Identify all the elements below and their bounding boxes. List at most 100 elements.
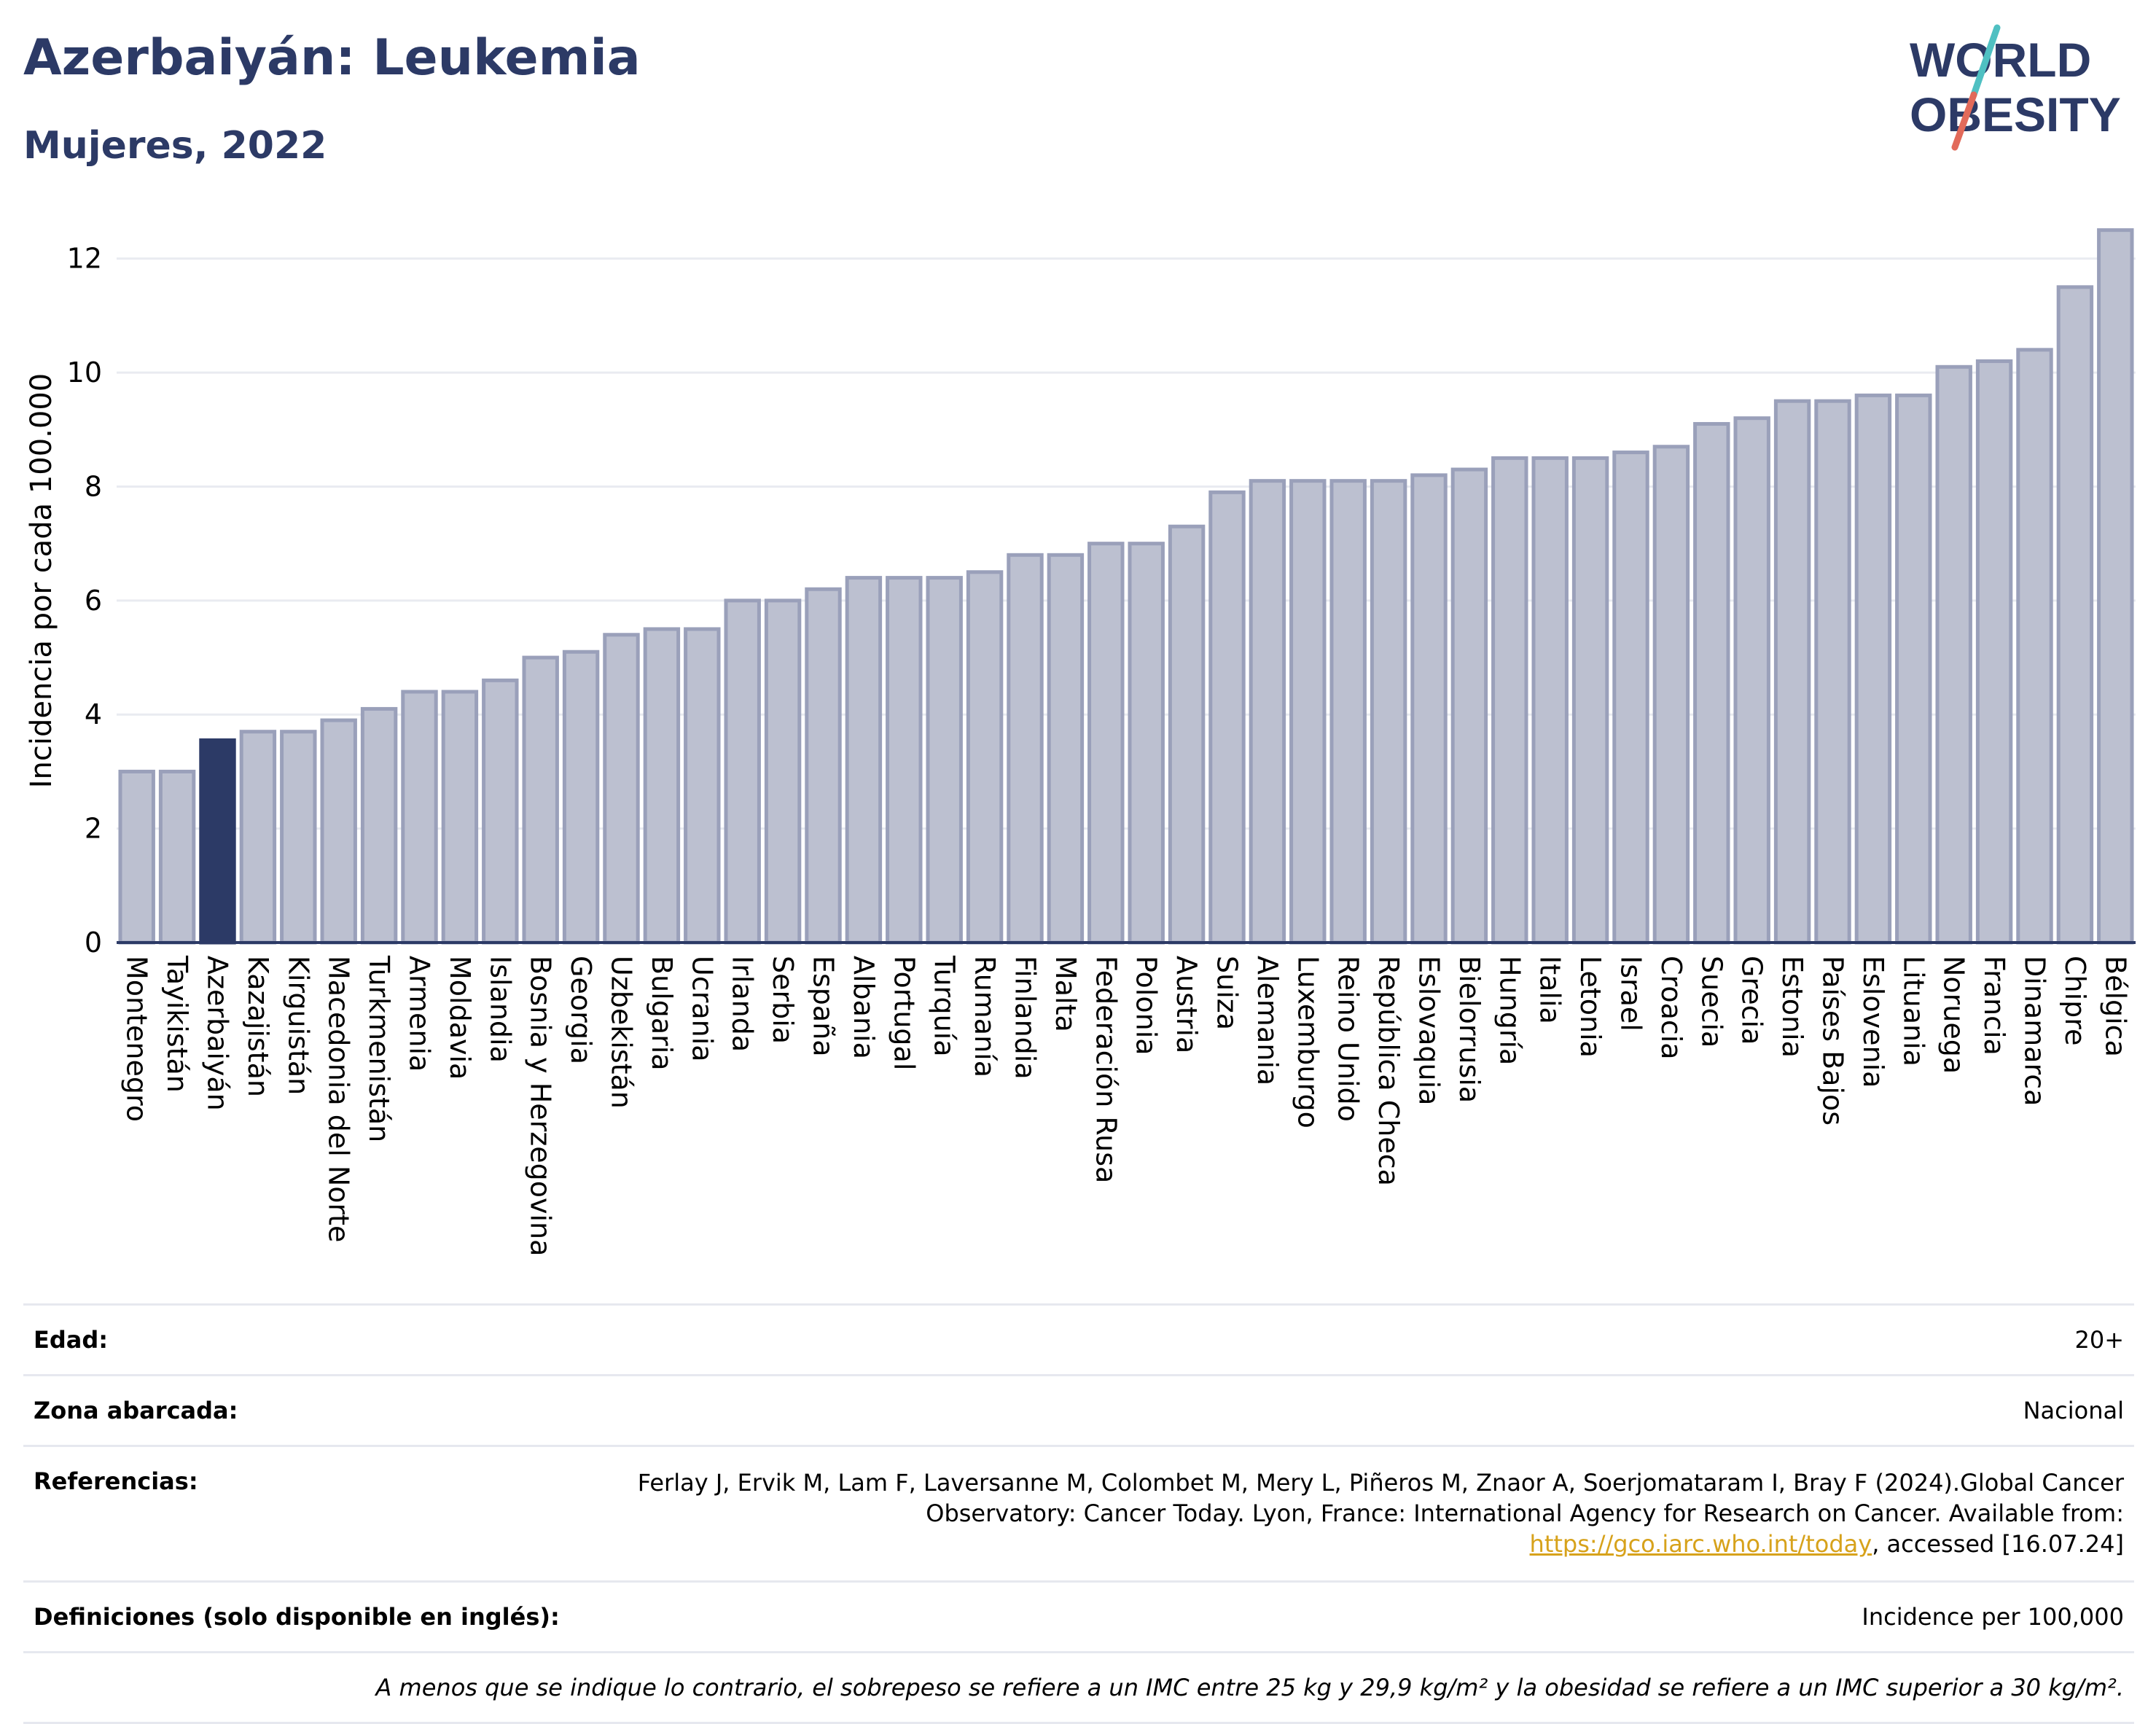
bar-francia: [1975, 359, 2013, 945]
age-value: 20+: [2074, 1326, 2124, 1354]
x-tick-label: Luxemburgo: [1292, 956, 1324, 1128]
bar-bielorrusia: [1450, 467, 1488, 945]
y-tick-label: 8: [85, 470, 102, 502]
bar-irlanda: [724, 598, 761, 945]
bar-azerbaiyán: [199, 738, 236, 945]
bar-georgia: [562, 650, 600, 945]
references-label: Referencias:: [34, 1467, 198, 1495]
x-tick-label: Bosnia y Herzegovina: [525, 956, 557, 1256]
details-row-age: Edad: 20+: [23, 1303, 2134, 1374]
x-tick-label: Kazajistán: [242, 956, 274, 1097]
x-tick-label: Israel: [1615, 956, 1647, 1031]
x-tick-label: Irlanda: [727, 956, 759, 1052]
x-tick-label: Suiza: [1211, 956, 1243, 1030]
bar-turquía: [926, 576, 963, 945]
x-tick-label: Grecia: [1736, 956, 1768, 1045]
bar-italia: [1531, 456, 1569, 945]
logo-obesity-text: OBESITY: [1910, 87, 2121, 141]
logo-world-text: WORLD: [1910, 33, 2091, 87]
x-tick-label: República Checa: [1372, 956, 1405, 1186]
x-tick-label: Alemania: [1251, 956, 1284, 1085]
x-tick-label: Países Bajos: [1817, 956, 1849, 1126]
x-tick-label: Portugal: [888, 956, 920, 1070]
bar-montenegro: [118, 769, 155, 945]
bar-dinamarca: [2016, 348, 2053, 945]
area-value: Nacional: [2023, 1397, 2124, 1424]
x-tick-label: Macedonia del Norte: [323, 956, 355, 1242]
bar-grecia: [1733, 416, 1770, 945]
bar-países-bajos: [1814, 399, 1851, 945]
details-row-references: Referencias: Ferlay J, Ervik M, Lam F, L…: [23, 1445, 2134, 1580]
bar-albania: [845, 576, 883, 945]
x-tick-label: Turkmenistán: [363, 955, 395, 1142]
x-tick-label: Bulgaria: [646, 956, 678, 1071]
x-tick-label: Turquía: [929, 955, 961, 1057]
references-text: Ferlay J, Ervik M, Lam F, Laversanne M, …: [637, 1469, 2124, 1528]
bar-tayikistán: [158, 769, 196, 945]
bar-chipre: [2056, 285, 2094, 945]
x-tick-label: Federación Rusa: [1090, 956, 1122, 1183]
x-tick-label: Armenia: [404, 956, 436, 1072]
bar-reino-unido: [1329, 479, 1367, 945]
chart-title: Azerbaiyán: Leukemia: [23, 29, 641, 87]
x-tick-label: Bélgica: [2099, 956, 2131, 1057]
bar-ucrania: [684, 627, 721, 945]
x-tick-label: Serbia: [767, 956, 799, 1044]
bar-austria: [1168, 524, 1206, 945]
bar-letonia: [1571, 456, 1609, 945]
bar-armenia: [401, 690, 438, 945]
references-link[interactable]: https://gco.iarc.who.int/today: [1529, 1530, 1872, 1559]
world-obesity-logo: WORLD OBESITY: [1910, 24, 2121, 151]
age-label: Edad:: [34, 1326, 109, 1354]
x-tick-label: Rumanía: [969, 956, 1001, 1077]
chart-subtitle: Mujeres, 2022: [23, 124, 327, 168]
bar-lituania: [1895, 393, 1932, 945]
x-tick-label: Reino Unido: [1332, 956, 1364, 1122]
x-tick-label: Bielorrusia: [1453, 956, 1485, 1103]
bar-moldavia: [441, 690, 479, 945]
x-tick-label: Chipre: [2059, 956, 2091, 1045]
bar-república-checa: [1370, 479, 1407, 945]
bar-suecia: [1693, 421, 1730, 945]
x-tick-label: Italia: [1534, 956, 1566, 1024]
x-tick-label: Kirguistán: [282, 956, 314, 1095]
bar-kazajistán: [239, 730, 277, 945]
x-tick-label: Uzbekistán: [606, 956, 638, 1109]
x-tick-label: Albania: [848, 956, 880, 1059]
y-axis-label: Incidencia por cada 100.000: [25, 373, 58, 789]
references-value: Ferlay J, Ervik M, Lam F, Laversanne M, …: [608, 1467, 2124, 1560]
y-tick-label: 4: [85, 698, 102, 730]
bar-malta: [1047, 553, 1085, 945]
x-tick-label: Tayikistán: [161, 955, 193, 1093]
x-tick-label: Malta: [1050, 956, 1082, 1032]
x-tick-label: Ucrania: [686, 956, 718, 1062]
x-tick-label: Islandia: [484, 956, 516, 1063]
bar-kirguistán: [280, 730, 317, 945]
x-tick-label: Croacia: [1655, 956, 1687, 1060]
bar-eslovaquia: [1410, 473, 1448, 945]
bar-serbia: [764, 598, 802, 945]
bar-islandia: [482, 678, 519, 945]
x-tick-label: Letonia: [1574, 956, 1606, 1058]
bars: [118, 228, 2134, 945]
bar-españa: [805, 587, 842, 945]
bar-israel: [1612, 450, 1649, 945]
details-table: Edad: 20+ Zona abarcada: Nacional Refere…: [23, 1303, 2134, 1724]
bar-macedonia-del-norte: [320, 718, 357, 945]
x-tick-label: Finlandia: [1009, 956, 1042, 1080]
bar-bosnia-y-herzegovina: [522, 655, 559, 945]
definitions-label: Definiciones (solo disponible en inglés)…: [34, 1602, 560, 1631]
x-tick-label: Polonia: [1130, 956, 1163, 1056]
y-tick-label: 2: [85, 813, 102, 845]
x-tick-label: Dinamarca: [2019, 956, 2051, 1106]
x-tick-label: Eslovenia: [1857, 956, 1889, 1088]
x-tick-label: Eslovaquia: [1413, 956, 1445, 1105]
x-tick-label: Austria: [1171, 956, 1203, 1053]
bar-alemania: [1249, 479, 1286, 945]
bar-estonia: [1773, 399, 1811, 945]
x-tick-label: Georgia: [565, 956, 597, 1064]
bar-finlandia: [1007, 553, 1044, 945]
x-tick-label: Noruega: [1938, 956, 1970, 1074]
